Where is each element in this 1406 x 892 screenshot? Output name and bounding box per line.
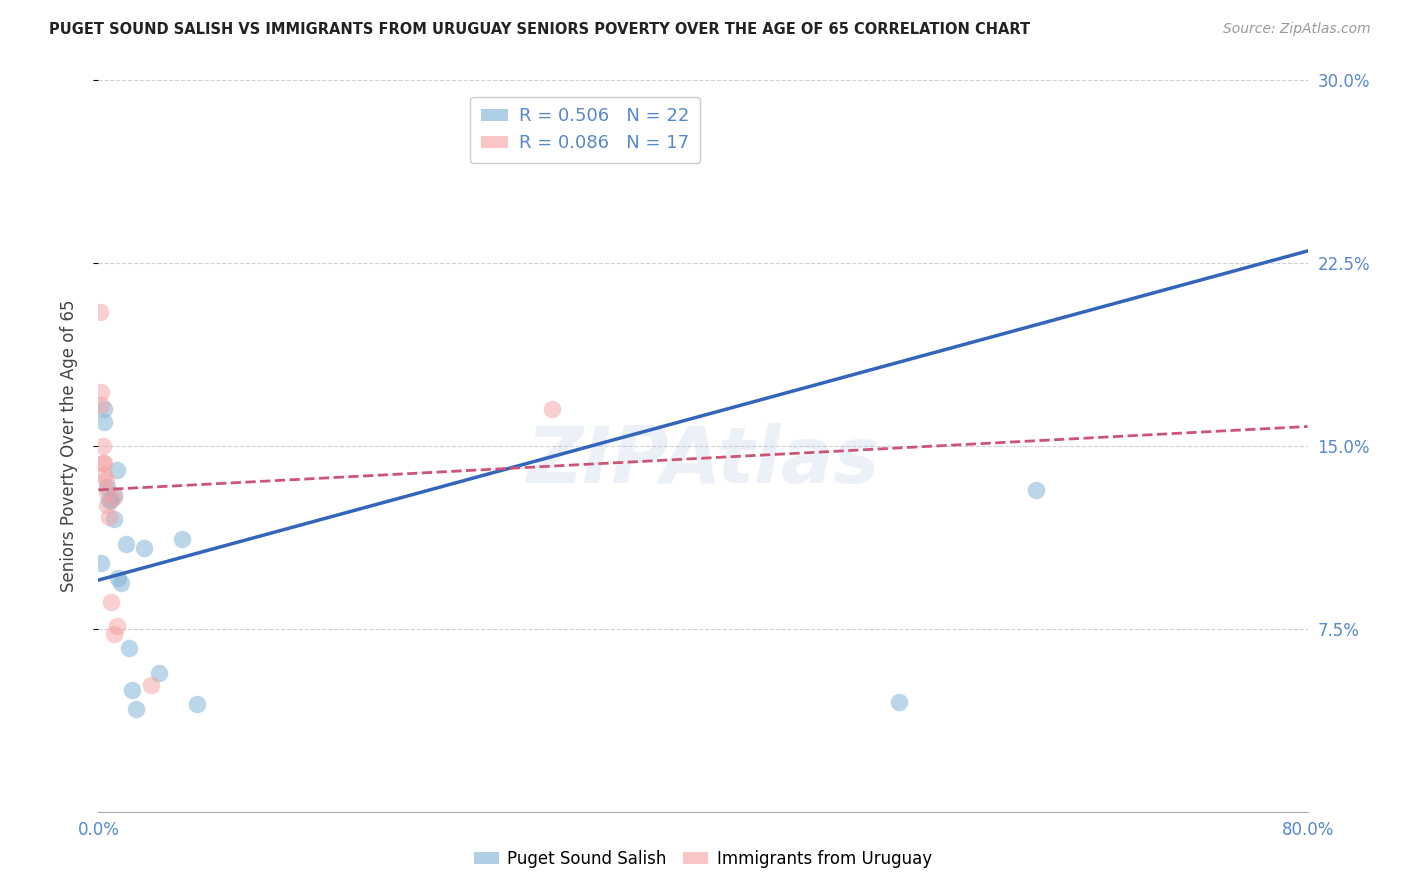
Point: [93, 456, 115, 470]
Text: ZIPAtlas: ZIPAtlas: [526, 423, 880, 499]
Point: [125, 702, 148, 716]
Point: [90, 385, 112, 400]
Point: [103, 488, 125, 502]
Point: [93, 402, 115, 417]
Text: PUGET SOUND SALISH VS IMMIGRANTS FROM URUGUAY SENIORS POVERTY OVER THE AGE OF 65: PUGET SOUND SALISH VS IMMIGRANTS FROM UR…: [49, 22, 1031, 37]
Legend: Puget Sound Salish, Immigrants from Uruguay: Puget Sound Salish, Immigrants from Urug…: [467, 844, 939, 875]
Point: [89, 305, 111, 319]
Point: [90, 398, 112, 412]
Point: [98, 509, 121, 524]
Point: [186, 698, 208, 712]
Point: [91, 456, 114, 470]
Y-axis label: Seniors Poverty Over the Age of 65: Seniors Poverty Over the Age of 65: [59, 300, 77, 592]
Point: [110, 575, 132, 590]
Point: [540, 146, 562, 161]
Point: [103, 490, 125, 504]
Point: [170, 532, 193, 546]
Legend: R = 0.506   N = 22, R = 0.086   N = 17: R = 0.506 N = 22, R = 0.086 N = 17: [470, 96, 700, 163]
Text: Source: ZipAtlas.com: Source: ZipAtlas.com: [1223, 22, 1371, 37]
Point: [96, 485, 118, 500]
Point: [96, 498, 118, 512]
Point: [91, 439, 114, 453]
Point: [93, 415, 115, 429]
Point: [98, 492, 121, 507]
Point: [103, 626, 125, 640]
Point: [540, 402, 562, 417]
Point: [107, 571, 129, 585]
Point: [96, 480, 118, 494]
Point: [93, 468, 115, 483]
Point: [103, 512, 125, 526]
Point: [105, 463, 128, 477]
Point: [121, 682, 143, 697]
Point: [105, 619, 128, 633]
Point: [141, 678, 163, 692]
Point: [132, 541, 155, 556]
Point: [100, 492, 122, 507]
Point: [94, 473, 117, 487]
Point: [100, 595, 122, 609]
Point: [148, 665, 170, 680]
Point: [1024, 483, 1046, 497]
Point: [118, 641, 141, 656]
Point: [114, 536, 136, 550]
Point: [90, 556, 112, 570]
Point: [889, 695, 911, 709]
